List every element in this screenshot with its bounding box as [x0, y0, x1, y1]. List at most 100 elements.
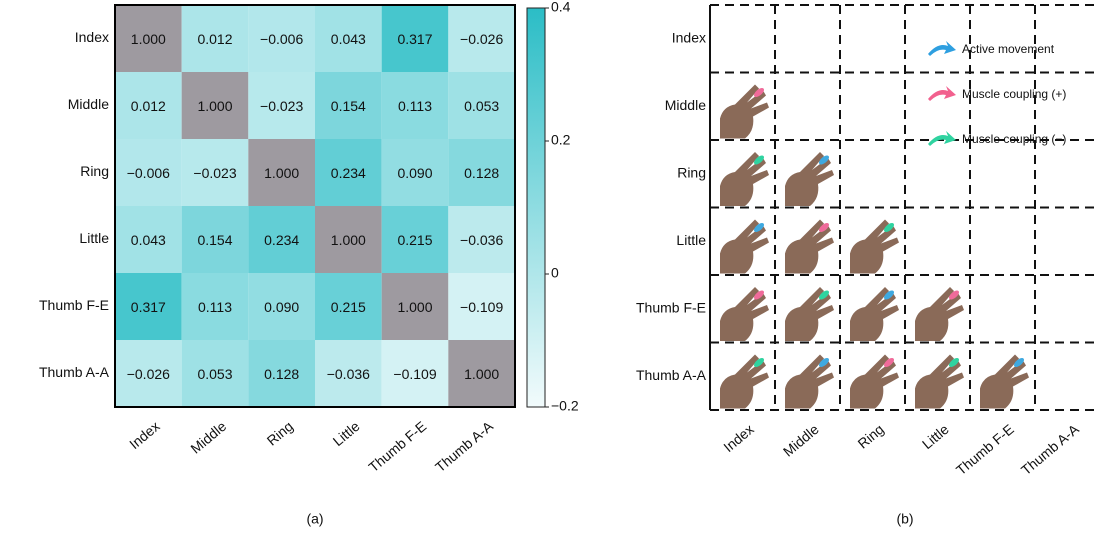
finger-marker	[819, 155, 829, 165]
heatmap-cell	[315, 273, 382, 340]
cell-label: 0.317	[397, 31, 432, 47]
heatmap-cell	[448, 72, 515, 139]
row-label: Middle	[665, 97, 706, 113]
legend-arrow	[928, 86, 956, 101]
cell-label: 1.000	[264, 165, 299, 181]
hand-image	[720, 354, 769, 409]
heatmap-cell	[448, 273, 515, 340]
cell-label: 0.128	[264, 366, 299, 382]
legend-arrow	[928, 131, 956, 146]
heatmap-cell	[448, 5, 515, 72]
cell-label: −0.036	[460, 232, 503, 248]
hand	[915, 354, 964, 409]
x-tick-label: Little	[330, 418, 363, 449]
x-tick-label: Thumb A-A	[432, 417, 496, 475]
cell-label: 0.234	[264, 232, 299, 248]
finger-marker	[754, 358, 764, 367]
colorbar	[526, 7, 546, 408]
cell-label: 1.000	[131, 31, 166, 47]
heatmap-cell	[381, 5, 449, 72]
hand-image	[915, 287, 964, 341]
cell-label: 0.128	[464, 165, 499, 181]
hand-image	[785, 152, 834, 206]
cell-label: 1.000	[397, 299, 432, 315]
x-tick-label: Index	[720, 421, 757, 455]
cell-label: 0.234	[331, 165, 366, 181]
heatmap-cell	[181, 72, 249, 139]
finger-marker	[884, 290, 894, 300]
cell-label: 0.043	[331, 31, 366, 47]
finger-marker	[884, 358, 894, 367]
hand-image	[850, 287, 899, 341]
heatmap-cell	[115, 273, 182, 340]
cell-label: 0.215	[397, 232, 432, 248]
colorbar-tick-label: 0.2	[551, 132, 571, 148]
finger-marker	[949, 290, 959, 300]
hand	[915, 287, 964, 341]
finger-marker	[754, 290, 764, 300]
row-label: Little	[676, 232, 706, 248]
finger-marker	[754, 155, 764, 165]
x-tick-label: Middle	[780, 421, 822, 460]
heatmap-cell	[115, 5, 182, 72]
plot-border	[114, 4, 516, 408]
heatmap-cell	[448, 139, 515, 206]
cell-label: 0.043	[131, 232, 166, 248]
cell-label: −0.023	[260, 98, 303, 114]
heatmap-cell	[181, 139, 249, 206]
row-label: Thumb F-E	[636, 299, 706, 315]
x-tick-label: Thumb F-E	[365, 418, 429, 475]
row-label: Middle	[68, 96, 109, 112]
cell-label: 0.113	[398, 98, 432, 114]
cell-label: −0.036	[327, 366, 370, 382]
cell-label: 1.000	[197, 98, 232, 114]
hand	[850, 287, 899, 341]
cell-label: 0.053	[197, 366, 232, 382]
hand-image	[850, 219, 899, 274]
hand-image	[720, 219, 769, 274]
hand-image	[980, 354, 1029, 409]
heatmap-cell	[115, 139, 182, 206]
hand-image	[785, 219, 834, 274]
cell-label: 1.000	[331, 232, 366, 248]
cell-label: 0.012	[197, 31, 232, 47]
heatmap-cell	[315, 72, 382, 139]
hand-image	[720, 152, 769, 206]
cell-label: 0.317	[131, 299, 166, 315]
cell-label: 0.215	[331, 299, 366, 315]
cell-label: 0.090	[397, 165, 432, 181]
colorbar-tick-label: 0	[551, 265, 559, 281]
x-tick-label: Index	[126, 418, 163, 452]
heatmap-cell	[248, 5, 315, 72]
heatmap-cell	[448, 340, 515, 407]
heatmap-cell	[315, 139, 382, 206]
row-label: Little	[79, 230, 109, 246]
hand	[720, 84, 769, 139]
hand-image	[720, 287, 769, 341]
cell-label: 1.000	[464, 366, 499, 382]
legend-arrow	[928, 41, 956, 56]
cell-label: 0.012	[131, 98, 166, 114]
hand-image	[915, 354, 964, 409]
finger-marker	[949, 358, 959, 367]
x-tick-label: Middle	[187, 418, 229, 457]
cell-label: −0.109	[460, 299, 503, 315]
hand	[785, 287, 834, 341]
x-tick-label: Little	[919, 421, 952, 452]
row-label: Index	[75, 29, 109, 45]
heatmap-cell	[448, 206, 515, 273]
cell-label: −0.006	[127, 165, 170, 181]
heatmap-cell	[381, 273, 449, 340]
finger-marker	[1014, 358, 1024, 367]
hand	[850, 354, 899, 409]
cell-label: −0.109	[393, 366, 436, 382]
heatmap-cell	[381, 139, 449, 206]
heatmap-cell	[181, 273, 249, 340]
row-label: Thumb A-A	[39, 364, 110, 380]
caption: (b)	[896, 511, 913, 527]
row-label: Index	[672, 29, 706, 45]
cell-label: 0.154	[331, 98, 366, 114]
heatmap-cell	[181, 206, 249, 273]
heatmap-cell	[381, 72, 449, 139]
